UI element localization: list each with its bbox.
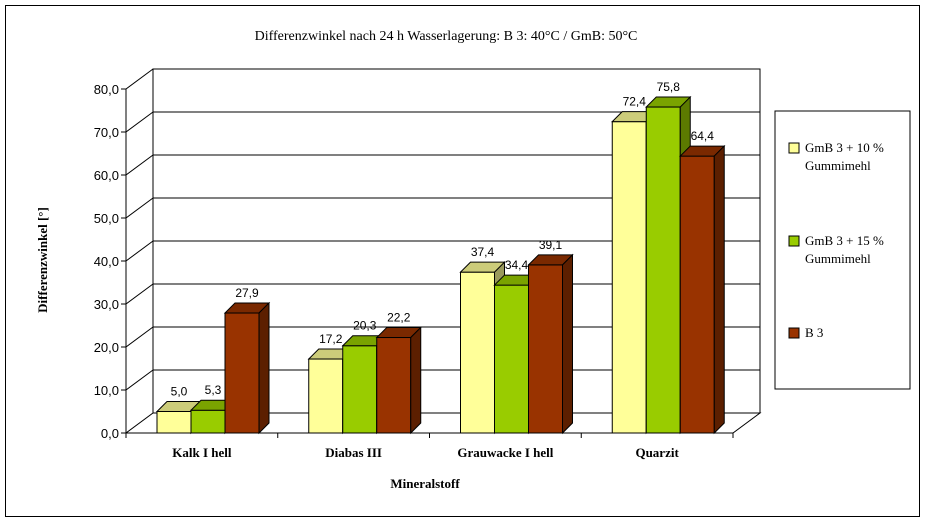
- bar-front: [460, 271, 495, 434]
- legend-label: Gummimehl: [805, 251, 871, 266]
- y-tick-label: 30,0: [94, 297, 119, 312]
- gridline-diag: [125, 154, 154, 176]
- legend-label: GmB 3 + 10 %: [805, 140, 884, 155]
- bar-front: [190, 409, 226, 434]
- x-tick-label: Kalk I hell: [172, 445, 232, 460]
- bar: [527, 253, 574, 435]
- x-tick-label: Grauwacke I hell: [457, 445, 553, 460]
- legend-box: [774, 110, 911, 390]
- bar: [223, 301, 271, 435]
- data-label: 34,4: [505, 258, 529, 272]
- bar-side: [258, 301, 270, 435]
- bar: [375, 326, 422, 435]
- data-label: 17,2: [319, 332, 343, 346]
- data-label: 5,3: [205, 383, 222, 397]
- bar-front: [611, 121, 647, 434]
- data-label: 22,2: [387, 311, 411, 325]
- legend-label: Gummimehl: [805, 158, 871, 173]
- y-tick-label: 40,0: [94, 254, 119, 269]
- x-tick-label: Diabas III: [325, 445, 382, 460]
- gridline-diag: [125, 326, 154, 348]
- gridline-diag: [125, 197, 154, 219]
- bar-front: [679, 155, 715, 434]
- bar-front: [494, 284, 529, 434]
- bar-side: [713, 144, 725, 435]
- y-tick-label: 10,0: [94, 383, 119, 398]
- gridline-diag: [125, 369, 154, 391]
- data-label: 64,4: [691, 129, 715, 143]
- legend-label: GmB 3 + 15 %: [805, 233, 884, 248]
- y-tick-label: 70,0: [94, 125, 119, 140]
- bar-side: [410, 326, 422, 435]
- y-tick-label: 60,0: [94, 168, 119, 183]
- bar-front: [156, 411, 192, 434]
- gridline-diag: [125, 240, 154, 262]
- legend-swatch: [788, 142, 800, 154]
- x-axis-title: Mineralstoff: [390, 476, 460, 491]
- y-tick-label: 50,0: [94, 211, 119, 226]
- bar-front: [528, 264, 563, 434]
- y-tick-label: 0,0: [101, 426, 119, 441]
- bar-front: [376, 337, 412, 434]
- data-label: 5,0: [171, 385, 188, 399]
- data-label: 27,9: [235, 286, 259, 300]
- legend-swatch: [788, 327, 800, 339]
- bars: [155, 95, 726, 435]
- legend: GmB 3 + 10 % Gummimehl GmB 3 + 15 % Gummime…: [774, 110, 911, 390]
- y-axis-title: Differenzwinkel [°]: [35, 207, 50, 313]
- axes: 0,0 10,0 20,0 30,0 40,0 50,0 60,0 70,0 80,0 Kalk …: [94, 82, 734, 460]
- bar-front: [645, 106, 681, 434]
- legend-swatch: [788, 235, 800, 247]
- bar-front: [308, 358, 344, 434]
- bar-side: [562, 253, 573, 435]
- y-tick-label: 20,0: [94, 340, 119, 355]
- gridline-diag: [125, 68, 154, 90]
- bar-front: [342, 345, 378, 434]
- data-label: 37,4: [471, 245, 495, 259]
- data-labels: 5,0 5,3 27,9 17,2 20,3 22,2 37,4 34,4 39,1 72,4 75…: [171, 80, 715, 398]
- data-label: 39,1: [539, 238, 563, 252]
- gridline-diag: [125, 111, 154, 133]
- bar-front: [224, 312, 260, 434]
- data-label: 20,3: [353, 319, 377, 333]
- legend-label: B 3: [805, 325, 823, 340]
- y-tick-label: 80,0: [94, 82, 119, 97]
- data-label: 75,8: [657, 80, 681, 94]
- chart-title: Differenzwinkel nach 24 h Wasserlagerung…: [255, 29, 638, 44]
- bar: [679, 144, 726, 435]
- gridline-diag: [125, 283, 154, 305]
- data-label: 72,4: [623, 95, 647, 109]
- x-tick-label: Quarzit: [635, 445, 679, 460]
